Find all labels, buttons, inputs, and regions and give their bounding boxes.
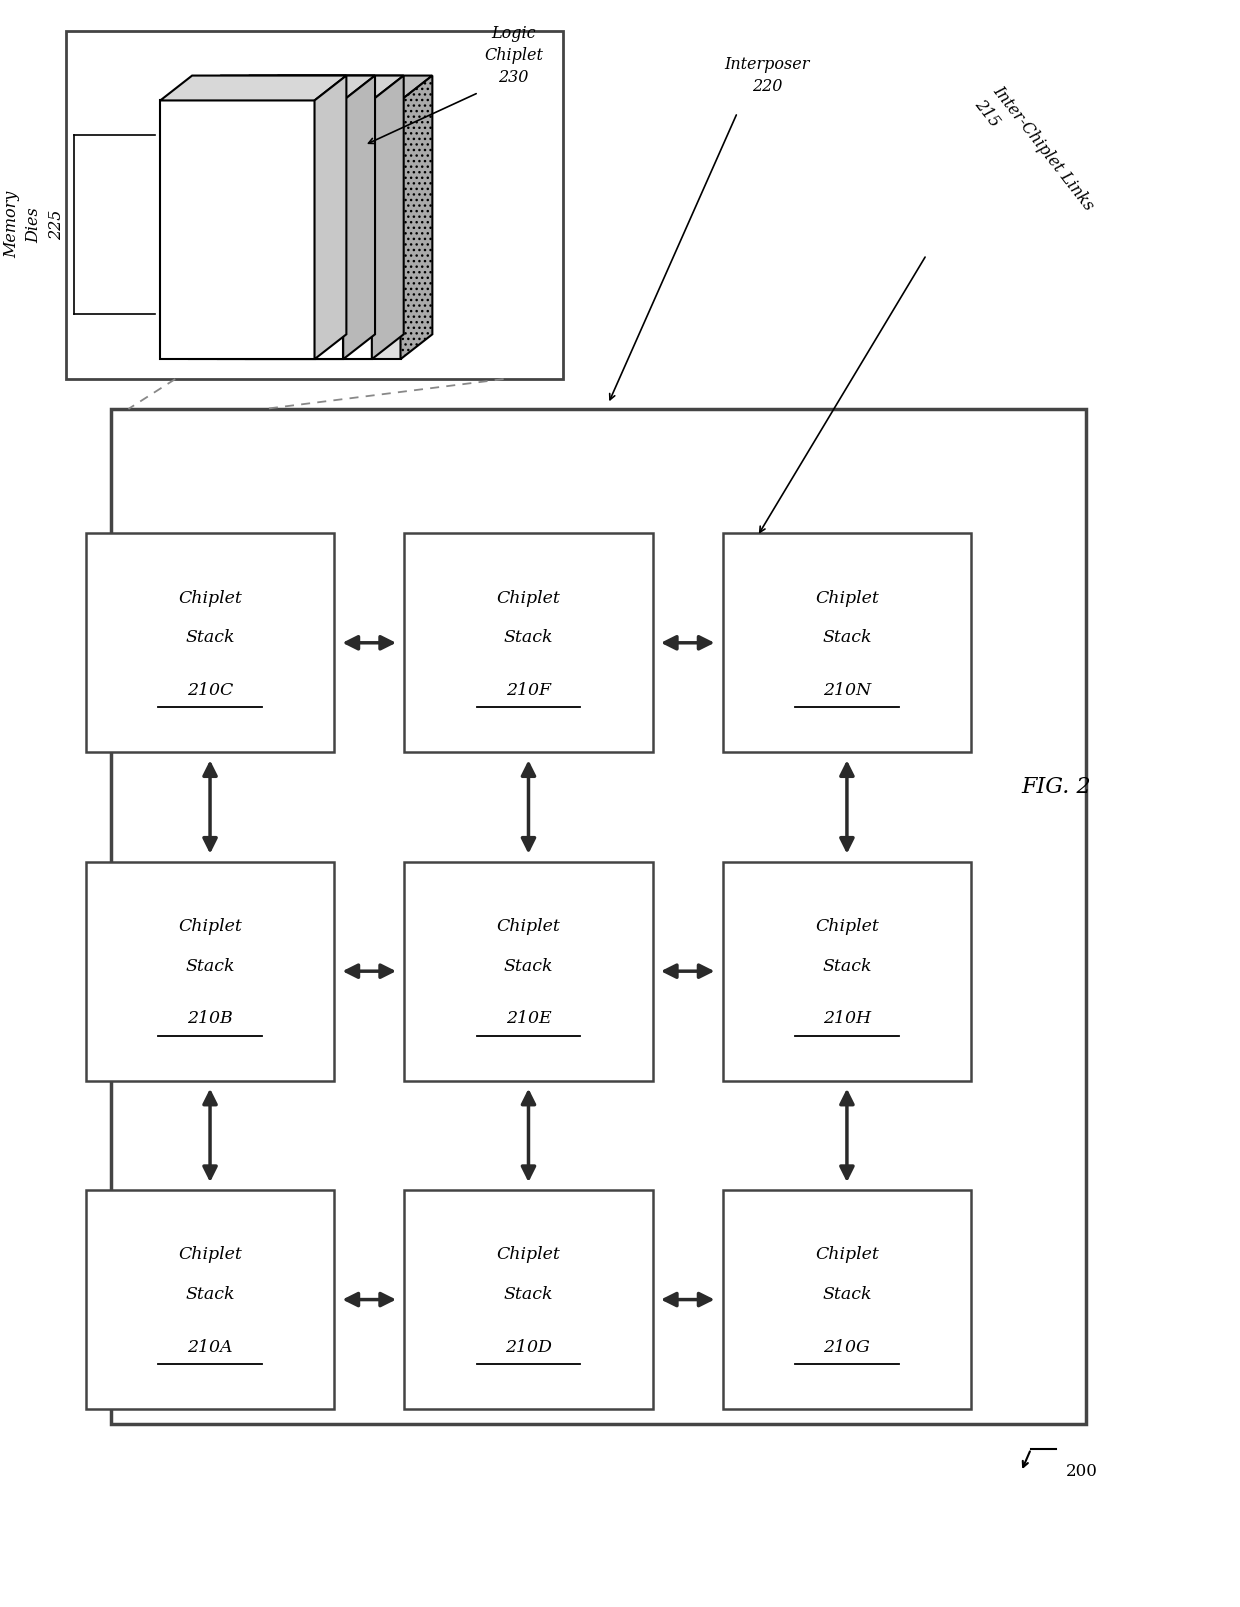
Bar xyxy=(723,1191,971,1409)
Text: Chiplet: Chiplet xyxy=(815,590,879,606)
Text: Stack: Stack xyxy=(185,630,234,646)
Bar xyxy=(86,1191,335,1409)
Text: Chiplet: Chiplet xyxy=(179,1247,242,1263)
Text: Stack: Stack xyxy=(503,1286,553,1303)
Polygon shape xyxy=(372,76,404,360)
Bar xyxy=(247,101,401,360)
Bar xyxy=(160,101,315,360)
Polygon shape xyxy=(315,76,346,360)
Text: 200: 200 xyxy=(1066,1462,1097,1480)
Text: Stack: Stack xyxy=(822,1286,872,1303)
Text: Chiplet: Chiplet xyxy=(496,1247,560,1263)
Text: 210N: 210N xyxy=(823,681,870,699)
Bar xyxy=(217,101,372,360)
Text: 210B: 210B xyxy=(187,1011,233,1027)
Polygon shape xyxy=(217,76,404,101)
Polygon shape xyxy=(160,76,346,101)
Bar xyxy=(66,31,563,379)
Bar xyxy=(723,534,971,752)
Text: 210G: 210G xyxy=(823,1339,870,1356)
Text: Chiplet: Chiplet xyxy=(815,1247,879,1263)
Text: 210D: 210D xyxy=(505,1339,552,1356)
Text: Chiplet: Chiplet xyxy=(496,918,560,935)
Text: 210H: 210H xyxy=(823,1011,870,1027)
Text: Inter-Chiplet Links
215: Inter-Chiplet Links 215 xyxy=(971,82,1096,228)
Bar xyxy=(110,408,1086,1424)
Text: Stack: Stack xyxy=(503,630,553,646)
Text: Stack: Stack xyxy=(503,958,553,975)
Text: Chiplet: Chiplet xyxy=(815,918,879,935)
Text: Interposer
220: Interposer 220 xyxy=(724,56,810,95)
Text: 210E: 210E xyxy=(506,1011,552,1027)
Text: Logic
Chiplet
230: Logic Chiplet 230 xyxy=(484,26,543,87)
Polygon shape xyxy=(401,76,433,360)
Bar xyxy=(188,101,343,360)
Text: Stack: Stack xyxy=(185,1286,234,1303)
Text: FIG. 2: FIG. 2 xyxy=(1021,776,1091,799)
Text: Chiplet: Chiplet xyxy=(179,590,242,606)
Text: 210F: 210F xyxy=(506,681,551,699)
Polygon shape xyxy=(247,76,433,101)
Text: Stack: Stack xyxy=(822,958,872,975)
Polygon shape xyxy=(343,76,374,360)
Text: Memory
Dies
225: Memory Dies 225 xyxy=(4,191,64,259)
Text: Stack: Stack xyxy=(822,630,872,646)
Text: Chiplet: Chiplet xyxy=(496,590,560,606)
Bar xyxy=(404,534,653,752)
Bar xyxy=(404,1191,653,1409)
Text: 210C: 210C xyxy=(187,681,233,699)
Bar xyxy=(86,861,335,1080)
Text: Chiplet: Chiplet xyxy=(179,918,242,935)
Polygon shape xyxy=(188,76,374,101)
Bar xyxy=(404,861,653,1080)
Bar xyxy=(723,861,971,1080)
Text: Stack: Stack xyxy=(185,958,234,975)
Text: 210A: 210A xyxy=(187,1339,233,1356)
Bar xyxy=(86,534,335,752)
